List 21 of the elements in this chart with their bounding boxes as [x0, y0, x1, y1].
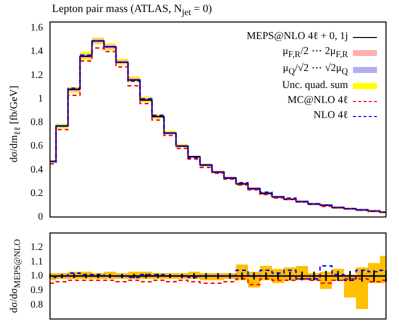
legend-label: μ$_{Q}$/√2 ⋯ √2μ$_{Q}$ [282, 62, 348, 78]
y-tick-label: 0.4 [30, 164, 43, 176]
y-tick-label: 0 [38, 212, 43, 223]
legend-label: Unc. quad. sum [282, 79, 348, 94]
y-tick-label: 1.2 [30, 70, 43, 81]
y-tick-label: 0.8 [30, 299, 43, 310]
chart-title: Lepton pair mass (ATLAS, N$_{jet}$ = 0) [52, 3, 212, 18]
legend-label: MEPS@NLO 4ℓ + 0, 1j [246, 30, 348, 44]
y-tick-label: 1.2 [30, 242, 43, 253]
y-tick-label: 1.1 [30, 256, 43, 268]
y-tick-label: 0.9 [30, 284, 43, 296]
y-tick-label: 1 [38, 93, 43, 104]
y-tick-label: 1.6 [30, 22, 43, 34]
y-tick-label: 0.8 [30, 117, 43, 128]
y-tick-label: 0.6 [30, 140, 43, 152]
legend-label: μ$_{F,R}$/2 ⋯ 2μ$_{F,R}$ [282, 45, 348, 62]
y-tick-label: 1.0 [30, 270, 43, 282]
legend-label: NLO 4ℓ [314, 109, 348, 124]
legend-label: MC@NLO 4ℓ [288, 94, 348, 108]
y-tick-label: 1.4 [30, 46, 43, 58]
y-tick-label: 0.2 [30, 188, 43, 199]
